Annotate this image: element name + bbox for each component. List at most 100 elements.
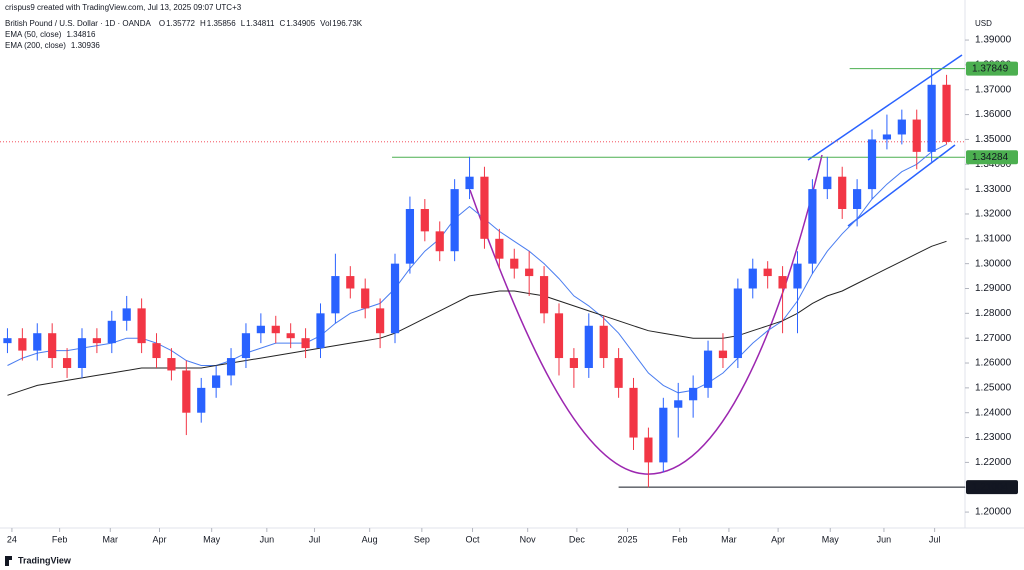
candle-body: [286, 333, 295, 339]
candle-body: [390, 263, 400, 334]
indicator-name: EMA (50, close): [5, 30, 62, 39]
candle-body: [435, 231, 444, 252]
x-tick-label: Jun: [877, 534, 892, 544]
candle-body: [599, 325, 608, 359]
candle-body: [927, 84, 936, 152]
candle-body: [182, 370, 191, 413]
y-tick-label: 1.29000: [975, 283, 1012, 294]
brand: TradingView: [5, 555, 72, 566]
candle-body: [450, 189, 459, 252]
y-tick-label: 1.30000: [975, 258, 1012, 269]
x-tick-label: Mar: [103, 534, 119, 544]
y-tick-label: 1.33000: [975, 184, 1012, 195]
y-tick-label: 1.26000: [975, 358, 1012, 369]
x-tick-label: May: [822, 534, 840, 544]
indicator-name: EMA (200, close): [5, 41, 66, 50]
candle-body: [361, 288, 370, 309]
ema-line: [7, 240, 947, 396]
candle-body: [510, 258, 519, 269]
candle-body: [763, 268, 772, 277]
candle-body: [107, 320, 116, 344]
candle-body: [778, 276, 787, 289]
x-tick-label: Feb: [52, 534, 68, 544]
x-tick-label: Feb: [672, 534, 688, 544]
credit: crispus9 created with TradingView.com, J…: [5, 3, 242, 12]
candle-body: [271, 325, 280, 334]
candle-body: [212, 375, 221, 388]
quote-value: 1.34811: [246, 19, 275, 28]
quote-label: C: [279, 19, 285, 28]
quote-value: 196.73K: [332, 19, 362, 28]
y-tick-label: 1.22000: [975, 457, 1012, 468]
quote-value: 1.35856: [207, 19, 236, 28]
candle-body: [226, 358, 236, 376]
x-tick-label: Sep: [414, 534, 430, 544]
candle-body: [942, 84, 951, 142]
quote-label: H: [200, 19, 206, 28]
candle-body: [3, 338, 12, 344]
candle-body: [465, 176, 474, 190]
candle-body: [882, 134, 892, 140]
x-tick-label: Jul: [929, 534, 941, 544]
quote-value: 1.35772: [166, 19, 195, 28]
quote-value: 1.34905: [286, 19, 315, 28]
candle-body: [495, 238, 504, 259]
candle-body: [316, 313, 325, 349]
level-tag: [966, 61, 1018, 76]
x-tick-label: Mar: [721, 534, 737, 544]
candle-body: [331, 276, 340, 314]
y-tick-label: 1.34000: [975, 159, 1012, 170]
x-tick-label: Dec: [569, 534, 586, 544]
candle-body: [92, 338, 101, 344]
candle-body: [614, 358, 623, 388]
y-tick-label: 1.36000: [975, 109, 1012, 120]
candle-body: [480, 176, 489, 239]
candle-body: [376, 308, 385, 334]
x-tick-label: Aug: [362, 534, 378, 544]
candle-body: [867, 139, 877, 190]
candle-body: [569, 358, 578, 368]
candle-body: [539, 276, 549, 314]
candle-body: [152, 343, 161, 359]
candle-body: [674, 400, 683, 408]
candle-body: [301, 338, 310, 349]
drawings: [469, 54, 963, 475]
y-tick-label: 1.32000: [975, 209, 1012, 220]
y-tick-label: 1.20000: [975, 507, 1012, 518]
y-tick-label: 1.23000: [975, 432, 1012, 443]
candle-body: [629, 387, 638, 438]
x-tick-label: 24: [7, 534, 17, 544]
channel-lower: [847, 144, 956, 227]
x-tick-label: Apr: [152, 534, 166, 544]
axis-unit: USD: [975, 19, 992, 28]
x-tick-label: Apr: [771, 534, 785, 544]
indicator-value: 1.34816: [66, 30, 95, 39]
candle-body: [689, 387, 698, 401]
quote-label: L: [241, 19, 246, 28]
y-tick-label: 1.37000: [975, 84, 1012, 95]
ema-line: [7, 143, 947, 394]
candle-body: [703, 350, 713, 388]
x-tick-label: Nov: [520, 534, 537, 544]
candle-body: [808, 189, 817, 264]
quote-label: O: [159, 19, 165, 28]
brand-logo: [5, 556, 12, 566]
candle-body: [554, 313, 564, 359]
y-tick-label: 1.39000: [975, 35, 1012, 46]
x-tick-label: Oct: [466, 534, 481, 544]
candle-body: [420, 208, 429, 232]
level-tag: [966, 150, 1018, 165]
candle-body: [256, 325, 265, 334]
candle-body: [122, 308, 131, 321]
candle-body: [823, 176, 832, 190]
x-tick-label: 2025: [618, 534, 638, 544]
candle-body: [838, 176, 847, 209]
x-tick-label: Jun: [260, 534, 275, 544]
candle-body: [584, 325, 593, 368]
candle-body: [48, 333, 57, 359]
candle-body: [659, 407, 668, 463]
candle-body: [197, 387, 206, 413]
candle-body: [853, 189, 862, 209]
y-tick-label: 1.27000: [975, 333, 1012, 344]
candle-body: [241, 333, 251, 359]
